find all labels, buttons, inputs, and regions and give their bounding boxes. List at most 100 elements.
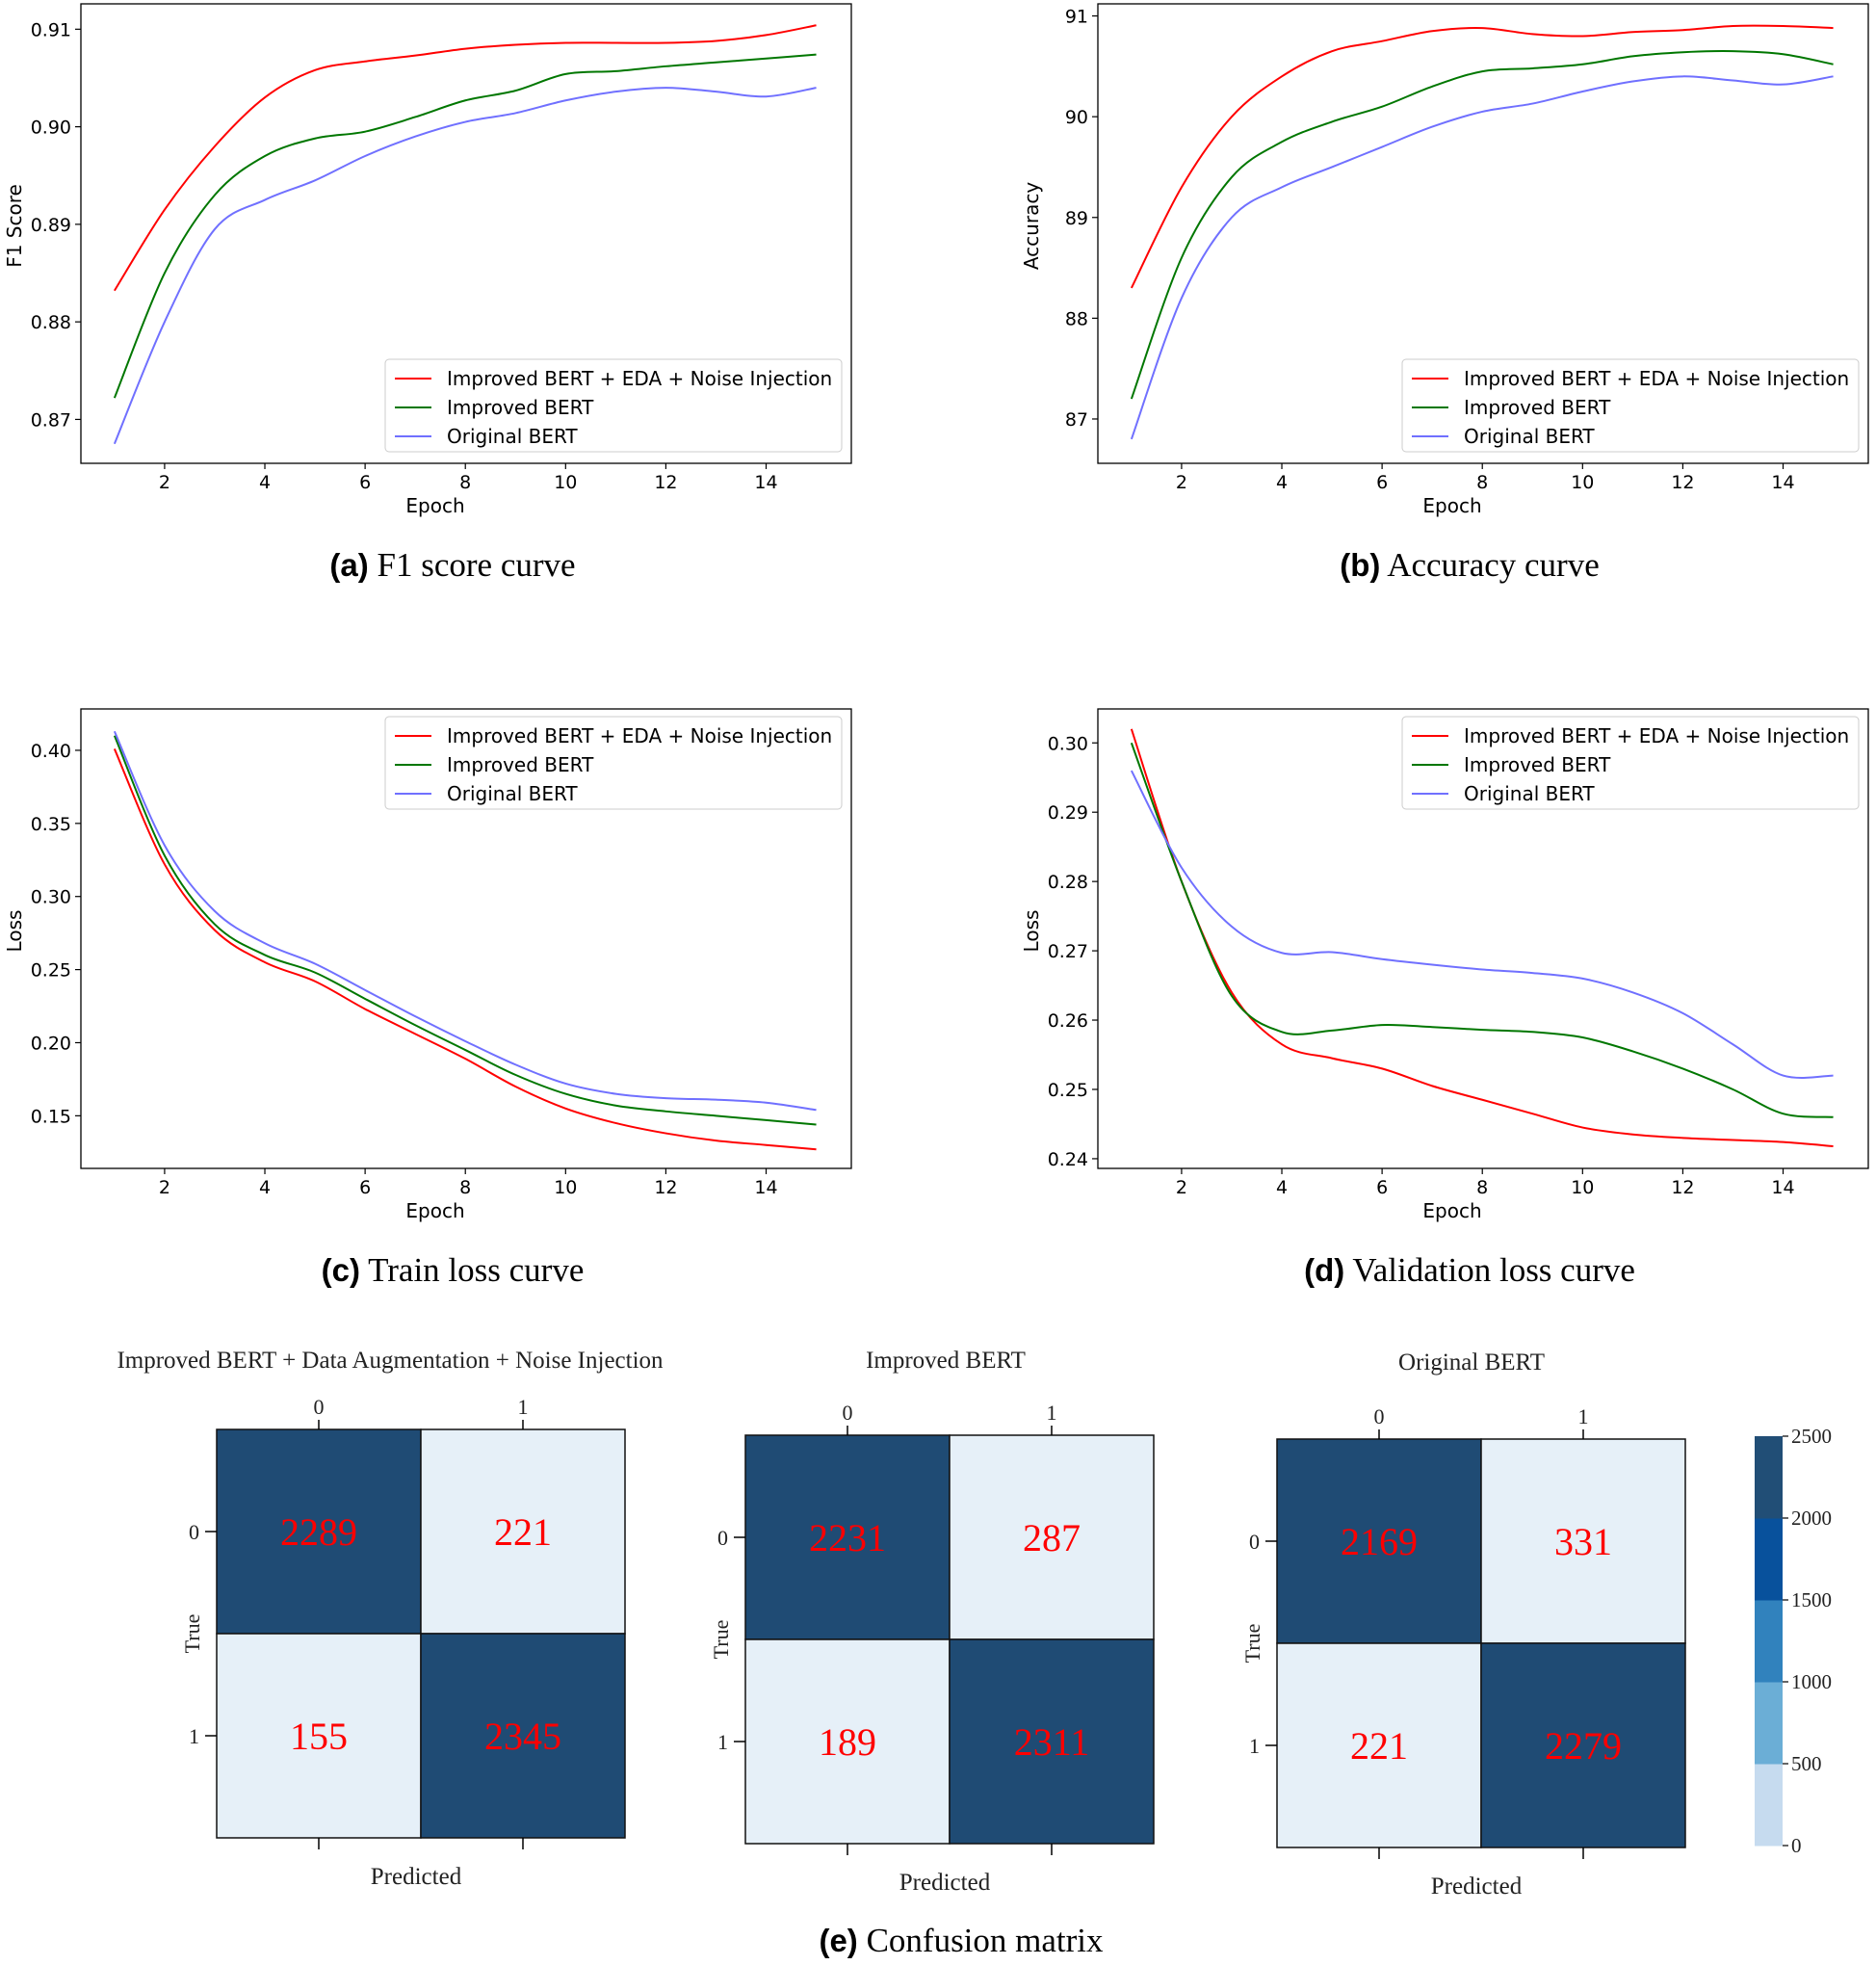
y-tick-label: 1 xyxy=(1249,1734,1260,1758)
series-line-0 xyxy=(1130,728,1834,1147)
plot-frame xyxy=(80,3,852,464)
x-tick-label: 4 xyxy=(1276,472,1288,493)
caption-text: Confusion matrix xyxy=(858,1922,1104,1959)
series-line-0 xyxy=(114,24,817,292)
x-tick-label: 12 xyxy=(654,1177,677,1198)
cell-value: 2311 xyxy=(1014,1720,1090,1764)
caption-label: (d) xyxy=(1304,1252,1344,1288)
colorbar-band xyxy=(1755,1518,1783,1601)
caption-text: Train loss curve xyxy=(360,1251,584,1289)
x-tick-label: 2 xyxy=(1176,472,1187,493)
chart-caption: (d) Validation loss curve xyxy=(1304,1251,1635,1289)
series-line-2 xyxy=(113,730,817,1112)
legend-label: Improved BERT xyxy=(447,753,594,776)
y-axis-label: True xyxy=(180,1614,204,1654)
caption-text: Accuracy curve xyxy=(1380,546,1599,584)
y-tick-label: 0.29 xyxy=(1048,802,1088,824)
y-axis-label: True xyxy=(1240,1624,1264,1664)
x-tick-label: 4 xyxy=(259,472,271,493)
y-tick-label: 90 xyxy=(1065,107,1088,128)
x-axis-label: Epoch xyxy=(1422,494,1481,517)
matrix-cell xyxy=(216,1633,422,1839)
x-axis-label: Epoch xyxy=(405,1199,464,1222)
matrix-cell xyxy=(949,1638,1155,1845)
caption-label: (e) xyxy=(819,1923,857,1958)
y-axis-label: Accuracy xyxy=(1020,182,1043,270)
line-chart-0: 2 4 6 8 10 12 14 0.87 0.88 0.89 0.90 0.91 Epoch F1 Sc… xyxy=(3,3,852,584)
series-line-2 xyxy=(113,87,817,445)
y-tick-label: 0 xyxy=(1249,1530,1260,1554)
y-tick-label: 0.24 xyxy=(1048,1149,1088,1170)
x-tick-label: 8 xyxy=(1476,1177,1488,1198)
chart-caption: (e) Confusion matrix xyxy=(819,1922,1104,1959)
y-tick-label: 87 xyxy=(1065,409,1088,431)
confusion-matrix-0: Improved BERT + Data Augmentation + Nois… xyxy=(117,1348,664,1890)
legend-box xyxy=(1401,716,1860,810)
y-axis-label: F1 Score xyxy=(3,184,26,268)
cell-value: 2345 xyxy=(484,1715,561,1758)
legend-label: Improved BERT + EDA + Noise Injection xyxy=(447,724,832,747)
legend-box xyxy=(384,716,843,810)
x-axis-label: Epoch xyxy=(405,494,464,517)
series-line-2 xyxy=(1130,770,1834,1079)
chart-caption: (b) Accuracy curve xyxy=(1340,546,1600,584)
legend-label: Improved BERT + EDA + Noise Injection xyxy=(447,367,832,390)
colorbar-band xyxy=(1755,1436,1783,1519)
legend-label: Original BERT xyxy=(1464,425,1595,448)
series-line-0 xyxy=(1130,24,1834,289)
x-tick-label: 1 xyxy=(1578,1404,1589,1428)
y-tick-label: 0.25 xyxy=(1048,1080,1088,1101)
y-axis-label: True xyxy=(709,1620,733,1660)
legend-label: Improved BERT xyxy=(1464,396,1611,419)
x-tick-label: 4 xyxy=(1276,1177,1288,1198)
y-tick-label: 0.27 xyxy=(1048,941,1088,962)
x-tick-label: 8 xyxy=(459,472,471,493)
colorbar-band xyxy=(1755,1600,1783,1683)
series-line-1 xyxy=(113,53,817,399)
x-tick-label: 10 xyxy=(554,1177,577,1198)
y-tick-label: 0 xyxy=(189,1520,199,1544)
legend-label: Original BERT xyxy=(447,782,578,805)
caption-text: F1 score curve xyxy=(369,546,576,584)
matrix-title: Improved BERT + Data Augmentation + Nois… xyxy=(117,1348,664,1374)
y-tick-label: 0.90 xyxy=(31,118,71,139)
line-chart-1: 2 4 6 8 10 12 14 87 88 89 90 91 Epoch Accuracy Improve… xyxy=(1020,3,1869,584)
matrix-cell xyxy=(1276,1642,1482,1848)
x-axis-label: Epoch xyxy=(1422,1199,1481,1222)
x-tick-label: 8 xyxy=(459,1177,471,1198)
series-line-1 xyxy=(1130,50,1834,400)
plot-frame xyxy=(1097,708,1869,1169)
matrix-cell xyxy=(420,1633,626,1839)
caption-label: (a) xyxy=(329,547,368,583)
cell-value: 189 xyxy=(819,1720,876,1764)
cell-value: 2169 xyxy=(1341,1520,1418,1563)
x-tick-label: 1 xyxy=(518,1395,529,1419)
plot-frame xyxy=(1097,3,1869,464)
x-axis-label: Predicted xyxy=(371,1864,462,1890)
line-chart-2: 2 4 6 8 10 12 14 0.15 0.20 0.25 0.30 0.35 0.40 Epoch L… xyxy=(3,708,852,1289)
x-tick-label: 10 xyxy=(554,472,577,493)
cell-value: 2279 xyxy=(1545,1724,1622,1768)
matrix-cell xyxy=(1480,1642,1686,1848)
x-tick-label: 8 xyxy=(1476,472,1488,493)
series-line-1 xyxy=(113,735,817,1126)
x-tick-label: 6 xyxy=(1376,472,1388,493)
x-tick-label: 10 xyxy=(1571,472,1594,493)
cell-value: 2231 xyxy=(809,1516,886,1559)
x-tick-label: 14 xyxy=(1771,472,1794,493)
x-tick-label: 0 xyxy=(1374,1404,1385,1428)
x-tick-label: 0 xyxy=(314,1395,325,1419)
cell-value: 331 xyxy=(1554,1520,1612,1563)
series-line-1 xyxy=(1130,742,1834,1118)
y-tick-label: 0.87 xyxy=(31,409,71,431)
x-axis-label: Predicted xyxy=(1431,1873,1523,1900)
y-tick-label: 0.15 xyxy=(31,1106,71,1127)
colorbar-tick-label: 2500 xyxy=(1791,1425,1832,1448)
x-tick-label: 2 xyxy=(159,472,170,493)
x-tick-label: 14 xyxy=(1771,1177,1794,1198)
matrix-cell xyxy=(420,1428,626,1635)
confusion-matrix-1: Improved BERT 2231 287 189 2311 0 0 1 1 Predicted… xyxy=(709,1348,1155,1896)
legend-label: Improved BERT xyxy=(447,396,594,419)
x-tick-label: 10 xyxy=(1571,1177,1594,1198)
